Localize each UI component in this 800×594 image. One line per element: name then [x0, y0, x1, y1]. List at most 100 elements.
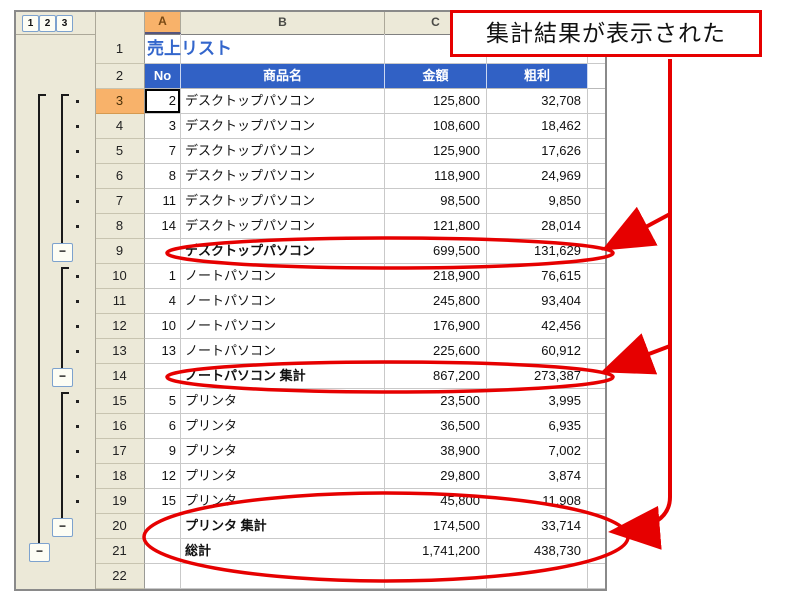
cell-extra[interactable]: [588, 564, 605, 589]
cell-no[interactable]: 7: [145, 139, 181, 164]
cell-extra[interactable]: [588, 189, 605, 214]
cell-profit[interactable]: 6,935: [487, 414, 588, 439]
cell-profit[interactable]: 273,387: [487, 364, 588, 389]
collapse-button-printer-subtotal[interactable]: −: [52, 518, 73, 537]
cell[interactable]: [588, 64, 605, 89]
cell-no[interactable]: [145, 364, 181, 389]
cell-amount[interactable]: 225,600: [385, 339, 487, 364]
collapse-button-grand-total[interactable]: −: [29, 543, 50, 562]
cell-amount[interactable]: 98,500: [385, 189, 487, 214]
row-number[interactable]: 4: [95, 114, 145, 139]
cell-amount[interactable]: 121,800: [385, 214, 487, 239]
cell-profit[interactable]: 76,615: [487, 264, 588, 289]
cell-name[interactable]: プリンタ: [181, 414, 385, 439]
cell-no[interactable]: [145, 514, 181, 539]
cell-no[interactable]: 11: [145, 189, 181, 214]
cell-profit[interactable]: 33,714: [487, 514, 588, 539]
cell-name[interactable]: プリンタ: [181, 439, 385, 464]
cell-profit[interactable]: 93,404: [487, 289, 588, 314]
cell-no[interactable]: 14: [145, 214, 181, 239]
cell-no[interactable]: 15: [145, 489, 181, 514]
cell[interactable]: [588, 34, 605, 64]
cell-profit[interactable]: 131,629: [487, 239, 588, 264]
row-number[interactable]: 5: [95, 139, 145, 164]
row-number[interactable]: 21: [95, 539, 145, 564]
cell-name[interactable]: デスクトップパソコン: [181, 89, 385, 114]
cell-extra[interactable]: [588, 414, 605, 439]
row-number[interactable]: 17: [95, 439, 145, 464]
cell-profit[interactable]: 3,874: [487, 464, 588, 489]
row-number[interactable]: 6: [95, 164, 145, 189]
cell-amount[interactable]: 29,800: [385, 464, 487, 489]
row-number[interactable]: 19: [95, 489, 145, 514]
cell-amount[interactable]: 108,600: [385, 114, 487, 139]
cell-extra[interactable]: [588, 439, 605, 464]
cell-no[interactable]: 1: [145, 264, 181, 289]
cell-no[interactable]: [145, 564, 181, 589]
row-number[interactable]: 11: [95, 289, 145, 314]
cell-extra[interactable]: [588, 289, 605, 314]
cell-name[interactable]: ノートパソコン: [181, 264, 385, 289]
cell-extra[interactable]: [588, 164, 605, 189]
cell-amount[interactable]: 23,500: [385, 389, 487, 414]
row-number[interactable]: 8: [95, 214, 145, 239]
cell-profit[interactable]: 32,708: [487, 89, 588, 114]
cell[interactable]: [181, 34, 385, 64]
collapse-button-note-subtotal[interactable]: −: [52, 368, 73, 387]
cell-name[interactable]: プリンタ 集計: [181, 514, 385, 539]
row-number[interactable]: 18: [95, 464, 145, 489]
cell-profit[interactable]: 11,908: [487, 489, 588, 514]
cell-no[interactable]: 8: [145, 164, 181, 189]
cell-name[interactable]: ノートパソコン: [181, 339, 385, 364]
cell-extra[interactable]: [588, 264, 605, 289]
row-number[interactable]: 16: [95, 414, 145, 439]
cell-name[interactable]: プリンタ: [181, 464, 385, 489]
cell-profit[interactable]: 28,014: [487, 214, 588, 239]
cell-amount[interactable]: 38,900: [385, 439, 487, 464]
row-number[interactable]: 7: [95, 189, 145, 214]
cell-profit[interactable]: [487, 564, 588, 589]
cell-profit[interactable]: 9,850: [487, 189, 588, 214]
cell-no[interactable]: 12: [145, 464, 181, 489]
cell-extra[interactable]: [588, 239, 605, 264]
row-number[interactable]: 20: [95, 514, 145, 539]
cell-no[interactable]: 3: [145, 114, 181, 139]
header-cell-profit[interactable]: 粗利: [487, 64, 588, 89]
cell-extra[interactable]: [588, 514, 605, 539]
cell-amount[interactable]: 118,900: [385, 164, 487, 189]
cell-name[interactable]: デスクトップパソコン: [181, 214, 385, 239]
cell-extra[interactable]: [588, 464, 605, 489]
cell-name[interactable]: プリンタ: [181, 489, 385, 514]
cell-extra[interactable]: [588, 114, 605, 139]
cell-no[interactable]: 6: [145, 414, 181, 439]
cell-name[interactable]: デスクトップパソコン: [181, 239, 385, 264]
row-number[interactable]: 9: [95, 239, 145, 264]
cell-profit[interactable]: 42,456: [487, 314, 588, 339]
row-number[interactable]: 10: [95, 264, 145, 289]
cell-extra[interactable]: [588, 364, 605, 389]
cell-name[interactable]: ノートパソコン: [181, 314, 385, 339]
cell-name[interactable]: プリンタ: [181, 389, 385, 414]
cell-amount[interactable]: 699,500: [385, 239, 487, 264]
cell-profit[interactable]: 3,995: [487, 389, 588, 414]
cell-amount[interactable]: 125,900: [385, 139, 487, 164]
cell-amount[interactable]: 218,900: [385, 264, 487, 289]
row-number[interactable]: 2: [95, 64, 145, 89]
cell-extra[interactable]: [588, 539, 605, 564]
cell-name[interactable]: デスクトップパソコン: [181, 189, 385, 214]
cell-extra[interactable]: [588, 339, 605, 364]
header-cell-name[interactable]: 商品名: [181, 64, 385, 89]
cell-amount[interactable]: 1,741,200: [385, 539, 487, 564]
cell-no[interactable]: 4: [145, 289, 181, 314]
row-number[interactable]: 12: [95, 314, 145, 339]
cell-profit[interactable]: 18,462: [487, 114, 588, 139]
outline-level-2-button[interactable]: 2: [39, 15, 56, 32]
collapse-button-desktop-subtotal[interactable]: −: [52, 243, 73, 262]
cell-no[interactable]: 10: [145, 314, 181, 339]
cell-name[interactable]: デスクトップパソコン: [181, 164, 385, 189]
row-number[interactable]: 14: [95, 364, 145, 389]
select-all-corner[interactable]: [95, 12, 145, 34]
cell-no[interactable]: 5: [145, 389, 181, 414]
cell-profit[interactable]: 24,969: [487, 164, 588, 189]
cell-name[interactable]: ノートパソコン 集計: [181, 364, 385, 389]
